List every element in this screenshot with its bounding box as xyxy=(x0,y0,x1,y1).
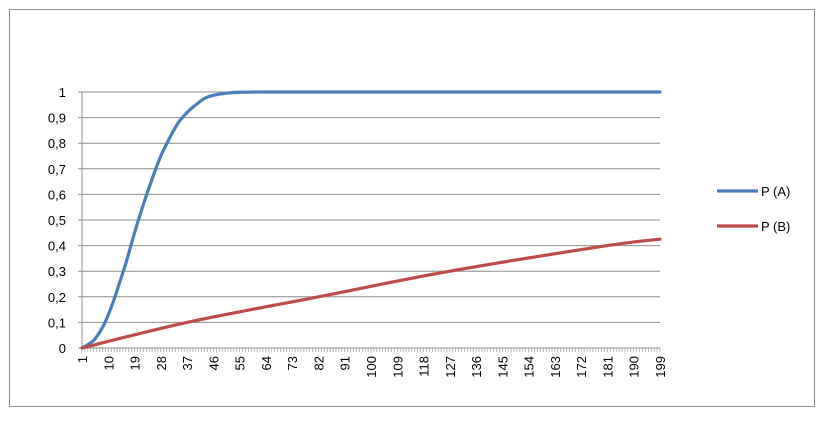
x-tick-label: 163 xyxy=(548,356,563,378)
series-line-p-a xyxy=(80,90,662,350)
y-tick-label: 0,1 xyxy=(48,315,66,330)
series-line-p-b xyxy=(80,237,662,350)
x-tick-label: 28 xyxy=(154,356,169,370)
y-tick-label: 0,3 xyxy=(48,264,66,279)
x-tick-label: 82 xyxy=(311,356,326,370)
y-tick-label: 0,6 xyxy=(48,187,66,202)
x-tick-label: 46 xyxy=(206,356,221,370)
legend-label: P (B) xyxy=(761,219,790,234)
x-tick-label: 145 xyxy=(495,356,510,378)
x-tick-label: 172 xyxy=(574,356,589,378)
y-tick-label: 1 xyxy=(59,85,66,100)
x-tick-label: 190 xyxy=(627,356,642,378)
y-tick-label: 0,2 xyxy=(48,290,66,305)
x-tick-label: 37 xyxy=(180,356,195,370)
y-tick-label: 0,4 xyxy=(48,239,66,254)
y-tick-label: 0 xyxy=(59,341,66,356)
x-tick-label: 19 xyxy=(128,356,143,370)
y-tick-label: 0,7 xyxy=(48,162,66,177)
y-tick-label: 0,5 xyxy=(48,213,66,228)
series-lines xyxy=(80,90,662,350)
y-tick-label: 0,9 xyxy=(48,111,66,126)
x-tick-label: 10 xyxy=(101,356,116,370)
axes: 0 0,1 0,2 0,3 0,4 0,5 0,6 0,7 0,8 0,9 1 1 10 19 28 37 46… xyxy=(48,85,668,378)
x-tick-label: 118 xyxy=(417,356,432,377)
x-tick-label: 55 xyxy=(233,356,248,370)
legend: P (A) P (B) xyxy=(717,184,790,234)
x-tick-label: 1 xyxy=(75,356,90,363)
x-tick-label: 73 xyxy=(285,356,300,370)
x-tick-label: 64 xyxy=(259,356,274,370)
x-tick-label: 181 xyxy=(600,356,615,378)
y-tick-label: 0,8 xyxy=(48,136,66,151)
x-tick-label: 109 xyxy=(390,356,405,378)
x-tick-label: 91 xyxy=(338,356,353,370)
x-tick-label: 127 xyxy=(443,356,458,378)
x-tick-label: 100 xyxy=(364,356,379,378)
x-tick-label: 199 xyxy=(653,356,668,378)
x-tick-label: 154 xyxy=(522,356,537,378)
x-tick-label: 136 xyxy=(469,356,484,378)
legend-label: P (A) xyxy=(761,184,790,199)
